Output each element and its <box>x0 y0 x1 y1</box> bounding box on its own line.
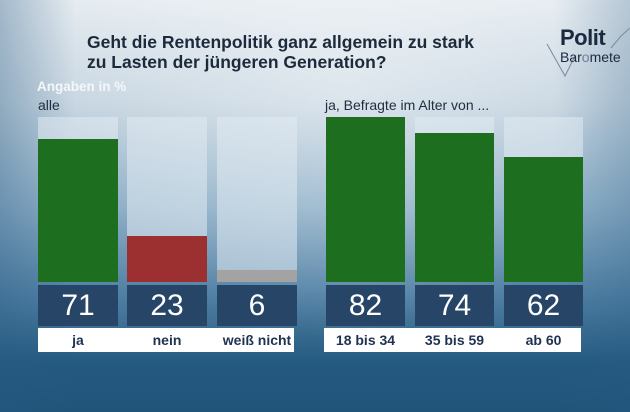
group-label-all: alle <box>38 97 60 113</box>
logo-barometer: Baromete <box>560 49 621 65</box>
category-label: ja <box>72 332 84 348</box>
category-label: ab 60 <box>525 332 562 348</box>
bar-weiß-nicht <box>217 270 297 282</box>
title-line-2: zu Lasten der jüngeren Generation? <box>87 52 387 72</box>
bar-track <box>415 117 494 282</box>
data-label: 6 <box>217 285 297 326</box>
logo-mete: mete <box>589 49 621 65</box>
category-label: nein <box>152 332 182 348</box>
data-label: 62 <box>504 285 583 326</box>
logo-o: o <box>581 49 590 65</box>
bar-nein <box>127 236 207 282</box>
unit-label: Angaben in % <box>37 79 127 94</box>
data-label: 82 <box>326 285 405 326</box>
bar-track <box>504 117 583 282</box>
bar-ja <box>38 139 118 282</box>
chart-title: Geht die Rentenpolitik ganz allgemein zu… <box>87 32 527 72</box>
data-label: 71 <box>38 285 118 326</box>
bar-35-bis-59 <box>415 133 494 282</box>
logo-polit: Polit <box>560 25 606 50</box>
category-label: 18 bis 34 <box>335 332 396 348</box>
data-label: 74 <box>415 285 494 326</box>
title-line-1: Geht die Rentenpolitik ganz allgemein zu… <box>87 32 475 52</box>
checkmark-icon <box>546 27 630 78</box>
category-band-all: ja nein weiß nicht <box>38 328 294 352</box>
category-band-age: 18 bis 34 35 bis 59 ab 60 <box>324 328 581 352</box>
logo-bar: Bar <box>560 49 582 65</box>
bar-track <box>217 117 297 282</box>
bar-track <box>127 117 207 282</box>
data-label: 23 <box>127 285 207 326</box>
bar-ab-60 <box>504 157 583 282</box>
category-label: weiß nicht <box>222 332 292 348</box>
group-label-age: ja, Befragte im Alter von ... <box>325 97 490 113</box>
bar-track <box>38 117 118 282</box>
politbarometer-logo: Polit Baromete <box>545 22 630 82</box>
bar-18-bis-34 <box>326 117 405 282</box>
category-label: 35 bis 59 <box>424 332 485 348</box>
bar-track <box>326 117 405 282</box>
